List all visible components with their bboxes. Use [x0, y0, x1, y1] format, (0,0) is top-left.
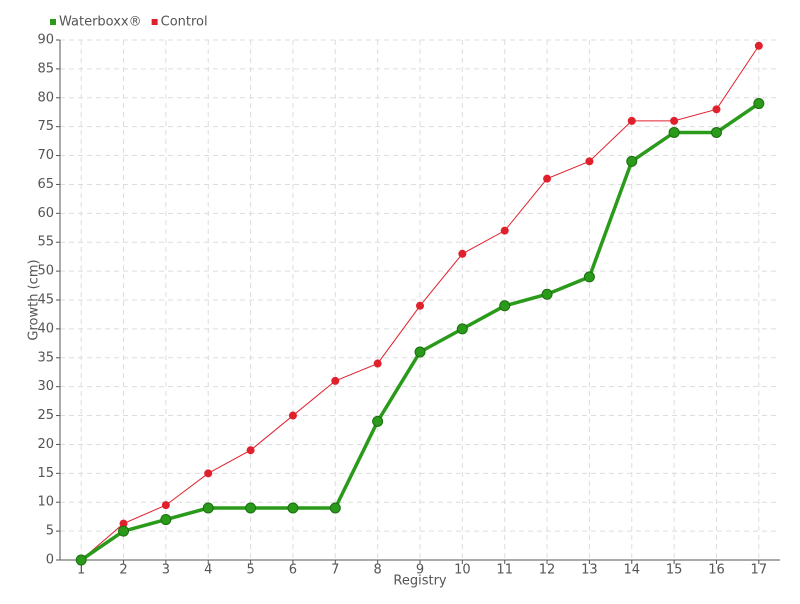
point [75, 554, 87, 566]
y-tick-label: 40 [37, 321, 54, 336]
point [287, 502, 299, 514]
y-tick-label: 55 [37, 235, 54, 250]
point [373, 359, 382, 368]
x-tick-label: 1 [77, 563, 85, 578]
y-tick-label: 50 [37, 264, 54, 279]
point [331, 376, 340, 385]
y-tick-label: 20 [37, 437, 54, 452]
y-tick-label: 65 [37, 177, 54, 192]
legend-label: Waterboxx® [59, 15, 142, 30]
point [329, 502, 341, 514]
y-tick-label: 35 [37, 350, 54, 365]
point [372, 415, 384, 427]
point [670, 116, 679, 125]
y-tick-label: 85 [37, 61, 54, 76]
point [627, 116, 636, 125]
x-tick-label: 12 [539, 563, 556, 578]
x-tick-label: 8 [374, 563, 382, 578]
point [583, 271, 595, 283]
point [585, 157, 594, 166]
x-tick-label: 2 [119, 563, 127, 578]
legend-label: Control [161, 15, 208, 30]
y-tick-label: 30 [37, 379, 54, 394]
point [626, 155, 638, 167]
legend-swatch [50, 19, 56, 25]
point [119, 519, 128, 528]
y-axis-label: Growth (cm) [27, 259, 42, 340]
y-tick-label: 70 [37, 148, 54, 163]
y-tick-label: 25 [37, 408, 54, 423]
y-tick-label: 10 [37, 495, 54, 510]
legend-swatch [151, 19, 158, 25]
x-tick-label: 4 [204, 563, 212, 578]
point [712, 105, 721, 114]
x-tick-label: 13 [581, 563, 598, 578]
x-tick-label: 11 [496, 563, 513, 578]
point [458, 249, 467, 258]
x-tick-label: 15 [666, 563, 683, 578]
x-tick-label: 7 [331, 563, 339, 578]
y-tick-label: 0 [46, 553, 54, 568]
point [541, 288, 553, 300]
y-tick-label: 80 [37, 90, 54, 105]
point [160, 514, 172, 526]
point [753, 98, 765, 110]
y-tick-label: 45 [37, 293, 54, 308]
y-tick-label: 60 [37, 206, 54, 221]
point [245, 502, 257, 514]
point [416, 301, 424, 310]
x-tick-label: 9 [416, 563, 424, 578]
x-tick-label: 10 [454, 563, 471, 578]
point [710, 126, 722, 138]
x-tick-label: 14 [623, 563, 640, 578]
point [288, 411, 297, 420]
y-tick-label: 5 [46, 524, 54, 539]
point [118, 525, 130, 537]
point [456, 323, 468, 335]
point [161, 501, 170, 510]
point [246, 446, 255, 455]
x-tick-label: 3 [162, 563, 170, 578]
y-tick-label: 75 [37, 119, 54, 134]
point [754, 41, 763, 50]
point [500, 226, 509, 235]
x-tick-label: 6 [289, 563, 297, 578]
point [202, 502, 214, 514]
y-tick-label: 15 [37, 466, 54, 481]
point [204, 469, 213, 478]
x-axis-label: Registry [393, 574, 447, 589]
point [499, 300, 511, 312]
x-tick-label: 16 [708, 563, 725, 578]
point [668, 126, 680, 138]
x-tick-label: 17 [751, 563, 768, 578]
y-tick-label: 90 [37, 33, 54, 48]
point [414, 346, 426, 358]
point [543, 174, 552, 183]
x-tick-label: 5 [246, 563, 254, 578]
